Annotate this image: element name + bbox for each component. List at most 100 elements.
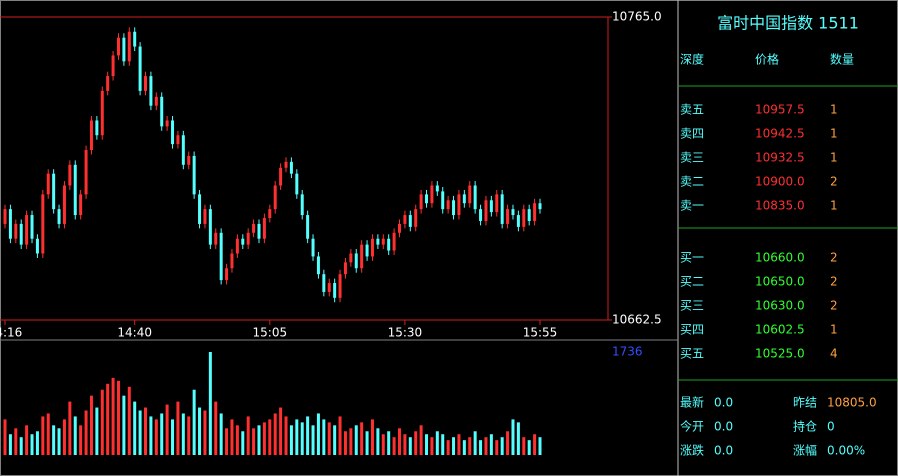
candle-body bbox=[268, 209, 272, 219]
stat-value: 0.0 bbox=[714, 396, 733, 410]
x-tick-label: 15:55 bbox=[523, 326, 558, 340]
volume-bar bbox=[171, 419, 175, 455]
candle-body bbox=[171, 120, 175, 145]
candle-body bbox=[500, 194, 504, 224]
depth-qty: 2 bbox=[830, 175, 838, 189]
candle-body bbox=[138, 46, 142, 91]
candle-body bbox=[360, 244, 364, 269]
depth-label: 卖四 bbox=[680, 127, 704, 141]
depth-price: 10957.5 bbox=[755, 103, 805, 117]
candle-body bbox=[187, 155, 191, 165]
candle-body bbox=[327, 283, 331, 292]
candle-body bbox=[208, 209, 212, 245]
candle-body bbox=[311, 238, 315, 257]
volume-bar bbox=[192, 389, 196, 455]
depth-label: 卖三 bbox=[680, 151, 704, 165]
volume-bar bbox=[198, 407, 202, 455]
candle-body bbox=[68, 164, 72, 186]
volume-bar bbox=[419, 425, 423, 455]
volume-bar bbox=[273, 413, 277, 455]
volume-bar bbox=[538, 437, 542, 455]
candle-body bbox=[133, 31, 137, 47]
candle-body bbox=[235, 238, 239, 254]
volume-bar bbox=[46, 413, 50, 455]
candle-body bbox=[149, 76, 153, 106]
volume-bar bbox=[441, 434, 445, 455]
candle-body bbox=[8, 209, 12, 239]
candle-body bbox=[462, 194, 466, 204]
volume-bar bbox=[89, 395, 93, 455]
volume-bar bbox=[506, 431, 510, 455]
candle-body bbox=[127, 31, 131, 62]
volume-bar bbox=[414, 431, 418, 455]
candle-body bbox=[354, 253, 358, 269]
x-tick-label: 15:05 bbox=[253, 326, 288, 340]
candle-body bbox=[538, 203, 542, 210]
volume-bar bbox=[533, 434, 537, 455]
volume-bar bbox=[241, 431, 245, 455]
depth-label: 买五 bbox=[680, 347, 704, 361]
depth-label: 卖二 bbox=[680, 175, 704, 189]
stat-label: 今开 bbox=[680, 419, 704, 434]
volume-bar bbox=[479, 440, 483, 455]
volume-bar bbox=[41, 416, 45, 455]
volume-tick-label: 1736 bbox=[612, 345, 643, 359]
candle-body bbox=[484, 200, 488, 221]
volume-bar bbox=[62, 419, 66, 455]
volume-bar bbox=[425, 434, 429, 455]
volume-bar bbox=[484, 437, 488, 455]
volume-bar bbox=[403, 434, 407, 455]
depth-price: 10942.5 bbox=[755, 127, 805, 141]
candle-body bbox=[419, 194, 423, 210]
candle-body bbox=[192, 155, 196, 195]
candle-body bbox=[25, 215, 29, 245]
volume-bar bbox=[381, 434, 385, 455]
candle-body bbox=[387, 238, 391, 251]
volume-bar bbox=[354, 425, 358, 455]
volume-bar bbox=[516, 422, 520, 455]
stat-value: 0 bbox=[827, 420, 835, 434]
candle-body bbox=[489, 200, 493, 213]
candle-body bbox=[111, 55, 115, 77]
volume-bar bbox=[333, 425, 337, 455]
volume-bar bbox=[208, 352, 212, 455]
depth-price: 10932.5 bbox=[755, 151, 805, 165]
volume-bar bbox=[73, 416, 77, 455]
candle-body bbox=[300, 194, 304, 216]
volume-bar bbox=[446, 440, 450, 455]
candle-body bbox=[19, 223, 23, 245]
candle-body bbox=[106, 76, 110, 91]
candle-body bbox=[257, 223, 261, 239]
panel-title: 富时中国指数 1511 bbox=[717, 14, 859, 33]
volume-bar bbox=[338, 416, 342, 455]
candle-body bbox=[3, 209, 7, 224]
volume-bar bbox=[149, 416, 153, 455]
candle-body bbox=[279, 167, 283, 186]
stat-value: 10805.0 bbox=[827, 396, 877, 410]
candle-body bbox=[295, 173, 299, 195]
candle-body bbox=[57, 209, 61, 224]
candle-body bbox=[349, 253, 353, 263]
candle-body bbox=[62, 185, 66, 224]
volume-bar bbox=[489, 434, 493, 455]
volume-bar bbox=[225, 428, 229, 455]
candle-body bbox=[89, 120, 93, 151]
volume-bar bbox=[500, 437, 504, 455]
volume-bar bbox=[138, 410, 142, 455]
candle-body bbox=[506, 209, 510, 224]
volume-bar bbox=[100, 389, 104, 455]
candle-body bbox=[241, 238, 245, 245]
candle-body bbox=[30, 215, 34, 239]
stat-label: 涨跌 bbox=[680, 443, 704, 458]
candle-body bbox=[457, 194, 461, 216]
volume-bar bbox=[165, 404, 169, 455]
candle-body bbox=[397, 223, 401, 233]
volume-bar bbox=[268, 419, 272, 455]
volume-bar bbox=[295, 419, 299, 455]
volume-bar bbox=[181, 413, 185, 455]
depth-price: 10602.5 bbox=[755, 323, 805, 337]
candle-body bbox=[376, 238, 380, 245]
candle-body bbox=[343, 262, 347, 275]
volume-bar bbox=[349, 428, 353, 455]
volume-bar bbox=[176, 401, 180, 455]
